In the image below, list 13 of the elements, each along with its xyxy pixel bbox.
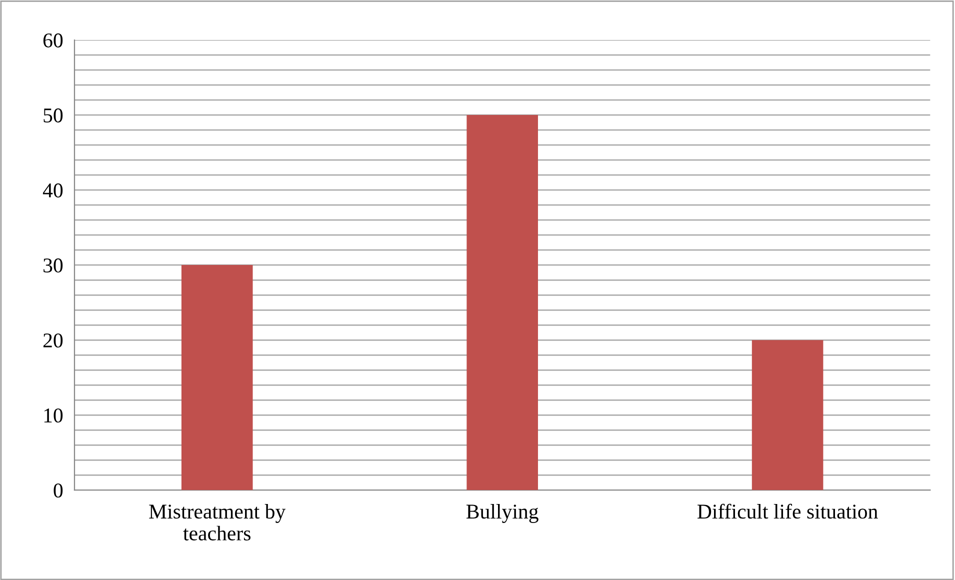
- y-tick-label: 0: [54, 483, 63, 498]
- bar: [752, 340, 824, 490]
- x-tick-label: Mistreatment by teachers: [149, 504, 286, 540]
- y-tick-label: 30: [44, 258, 63, 272]
- y-tick-label: 40: [42, 183, 63, 198]
- x-tick-label: Difficult life situation: [698, 504, 878, 519]
- y-tick-label: 50: [44, 108, 63, 122]
- y-tick-label: 20: [43, 333, 63, 348]
- bar: [181, 265, 253, 490]
- x-tick-label: Bullying: [466, 504, 538, 523]
- y-tick-label: 60: [43, 33, 63, 48]
- y-tick-label: 10: [44, 408, 63, 423]
- bar: [466, 115, 538, 490]
